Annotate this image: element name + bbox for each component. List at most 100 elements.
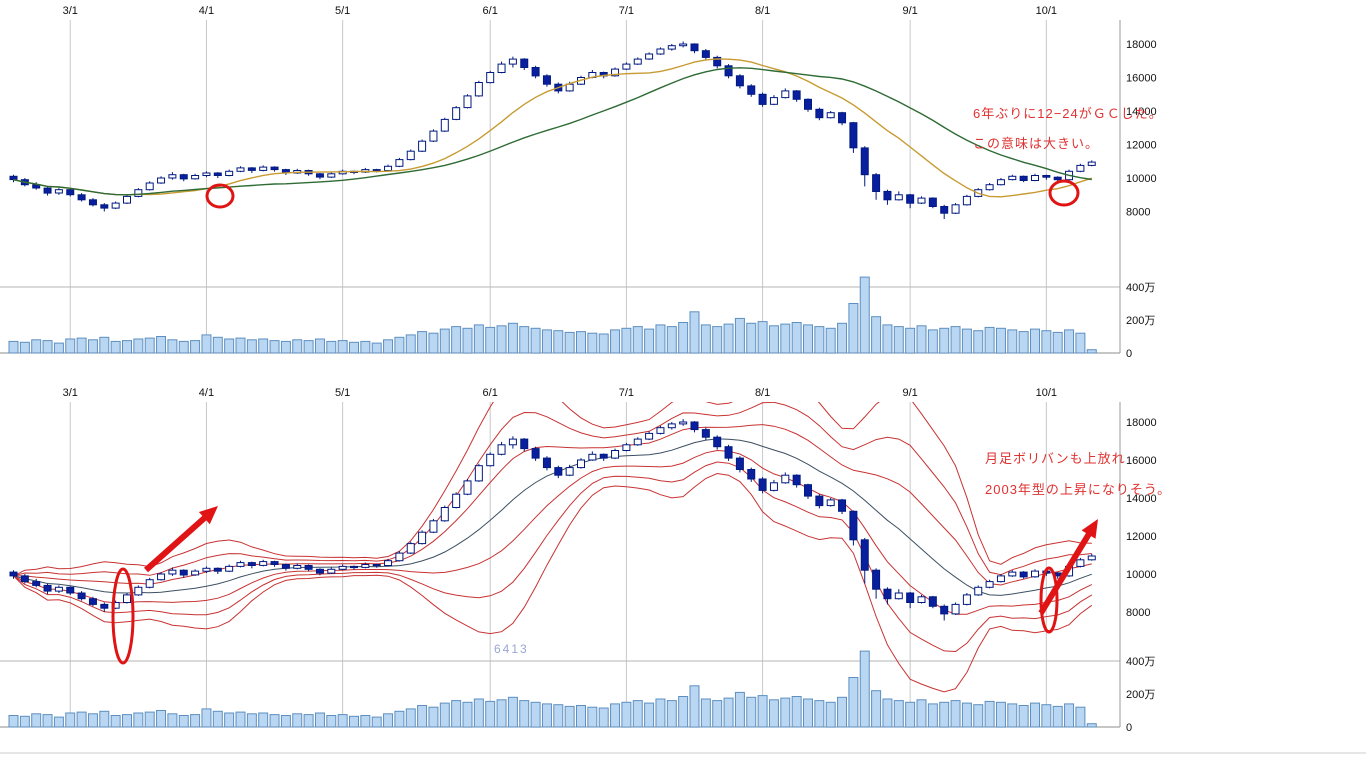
volume-bar bbox=[224, 338, 235, 354]
volume-bar bbox=[712, 326, 723, 354]
volume-bar bbox=[973, 330, 984, 354]
candle-body bbox=[917, 596, 926, 603]
candle-body bbox=[440, 507, 449, 522]
volume-bar bbox=[87, 339, 98, 354]
volume-bar bbox=[371, 342, 382, 354]
candle-body bbox=[497, 63, 506, 73]
volume-bar bbox=[349, 341, 359, 354]
volume-bar bbox=[746, 322, 757, 354]
volume-bar bbox=[803, 324, 813, 354]
volume-bar bbox=[178, 340, 189, 354]
volume-bar bbox=[1086, 723, 1097, 728]
volume-bar bbox=[995, 327, 1006, 354]
volume-bar bbox=[530, 327, 541, 354]
candle-body bbox=[906, 592, 915, 603]
candle-body bbox=[236, 562, 245, 567]
candle-body bbox=[486, 453, 495, 467]
candle-body bbox=[520, 58, 529, 68]
volume-bar bbox=[712, 700, 723, 728]
candle-body bbox=[588, 453, 597, 461]
volume-bar bbox=[507, 322, 518, 354]
candle-body bbox=[384, 560, 393, 567]
candle-body bbox=[838, 499, 847, 512]
candle-body bbox=[54, 189, 63, 194]
volume-bar bbox=[1064, 703, 1075, 728]
candle-body bbox=[418, 531, 427, 545]
top-chart-panel: 3/1 4/1 5/1 6/1 7/1 8/1 9/1 10/1 18000 16000 14000… bbox=[0, 5, 1157, 360]
volume-bar bbox=[53, 342, 64, 354]
volume-bar bbox=[1041, 330, 1052, 354]
volume-bar bbox=[246, 339, 257, 354]
volume-bar bbox=[678, 696, 689, 728]
bollinger-band-line bbox=[13, 402, 1092, 577]
volume-bar bbox=[598, 707, 609, 728]
volume-bar bbox=[1052, 331, 1063, 354]
candle-body bbox=[531, 67, 540, 77]
candle-body bbox=[361, 564, 370, 568]
volume-bar bbox=[700, 698, 711, 728]
candle-body bbox=[781, 90, 790, 99]
candle-body bbox=[860, 539, 869, 571]
candle-body bbox=[32, 581, 41, 586]
candle-body bbox=[43, 187, 52, 194]
candle-body bbox=[690, 43, 699, 52]
volume-bar bbox=[939, 701, 950, 728]
candle-body bbox=[679, 43, 688, 47]
volume-tick-label: 400万 bbox=[1126, 282, 1155, 294]
volume-bar bbox=[1052, 705, 1063, 728]
candle-body bbox=[1053, 176, 1062, 181]
candle-body bbox=[769, 482, 778, 491]
candle-body bbox=[917, 197, 926, 204]
candle-body bbox=[179, 174, 188, 180]
candle-body bbox=[611, 68, 620, 77]
price-tick-label: 8000 bbox=[1126, 607, 1150, 619]
candle-body bbox=[872, 569, 881, 590]
volume-bar bbox=[360, 715, 371, 728]
bottom-chart-panel: 3/1 4/1 5/1 6/1 7/1 8/1 9/1 10/1 18000 16000 14000… bbox=[0, 387, 1157, 734]
annotation-ellipse bbox=[1039, 566, 1059, 634]
candle-body bbox=[123, 594, 131, 604]
candle-body bbox=[577, 459, 585, 469]
bottom-axis-labels: 18000 16000 14000 12000 10000 8000 400万 200万 0 bbox=[1126, 417, 1157, 734]
candle-body bbox=[123, 195, 131, 204]
candle-body bbox=[88, 598, 97, 605]
volume-bar bbox=[723, 323, 734, 354]
bollinger-center-line bbox=[13, 438, 1092, 596]
volume-bar bbox=[303, 340, 314, 354]
volume-bar bbox=[598, 333, 609, 354]
volume-bar bbox=[961, 702, 972, 728]
volume-bar bbox=[405, 334, 416, 354]
top-chart-annotation-line2: この意味は大きい。 bbox=[973, 136, 1100, 151]
annotation-ellipse bbox=[1048, 179, 1080, 207]
candle-body bbox=[826, 499, 835, 507]
volume-bar bbox=[473, 324, 484, 354]
candle-body bbox=[191, 175, 200, 180]
volume-bar bbox=[53, 716, 64, 728]
volume-bar bbox=[757, 695, 768, 728]
volume-bar bbox=[349, 715, 359, 728]
candle-body bbox=[327, 173, 336, 178]
volume-bar bbox=[383, 339, 394, 354]
ma24-line bbox=[13, 67, 1092, 196]
volume-bar bbox=[587, 706, 598, 728]
volume-bar bbox=[190, 340, 201, 354]
volume-bar bbox=[371, 716, 382, 728]
candle-body bbox=[157, 573, 166, 581]
candle-body bbox=[293, 565, 302, 569]
candle-body bbox=[20, 575, 29, 583]
volume-bar bbox=[791, 322, 802, 354]
candle-body bbox=[962, 195, 971, 206]
volume-bar bbox=[814, 700, 825, 728]
candle-body bbox=[713, 56, 722, 67]
candle-body bbox=[724, 446, 733, 459]
price-tick-label: 14000 bbox=[1126, 493, 1157, 505]
candle-body bbox=[985, 184, 994, 191]
candle-body bbox=[270, 561, 279, 565]
candle-body bbox=[951, 603, 960, 615]
candle-body bbox=[690, 421, 699, 431]
volume-bar bbox=[1007, 329, 1018, 354]
volume-bar bbox=[201, 708, 212, 728]
candle-body bbox=[406, 150, 415, 161]
volume-bar bbox=[167, 713, 178, 728]
candle-body bbox=[1087, 161, 1096, 166]
